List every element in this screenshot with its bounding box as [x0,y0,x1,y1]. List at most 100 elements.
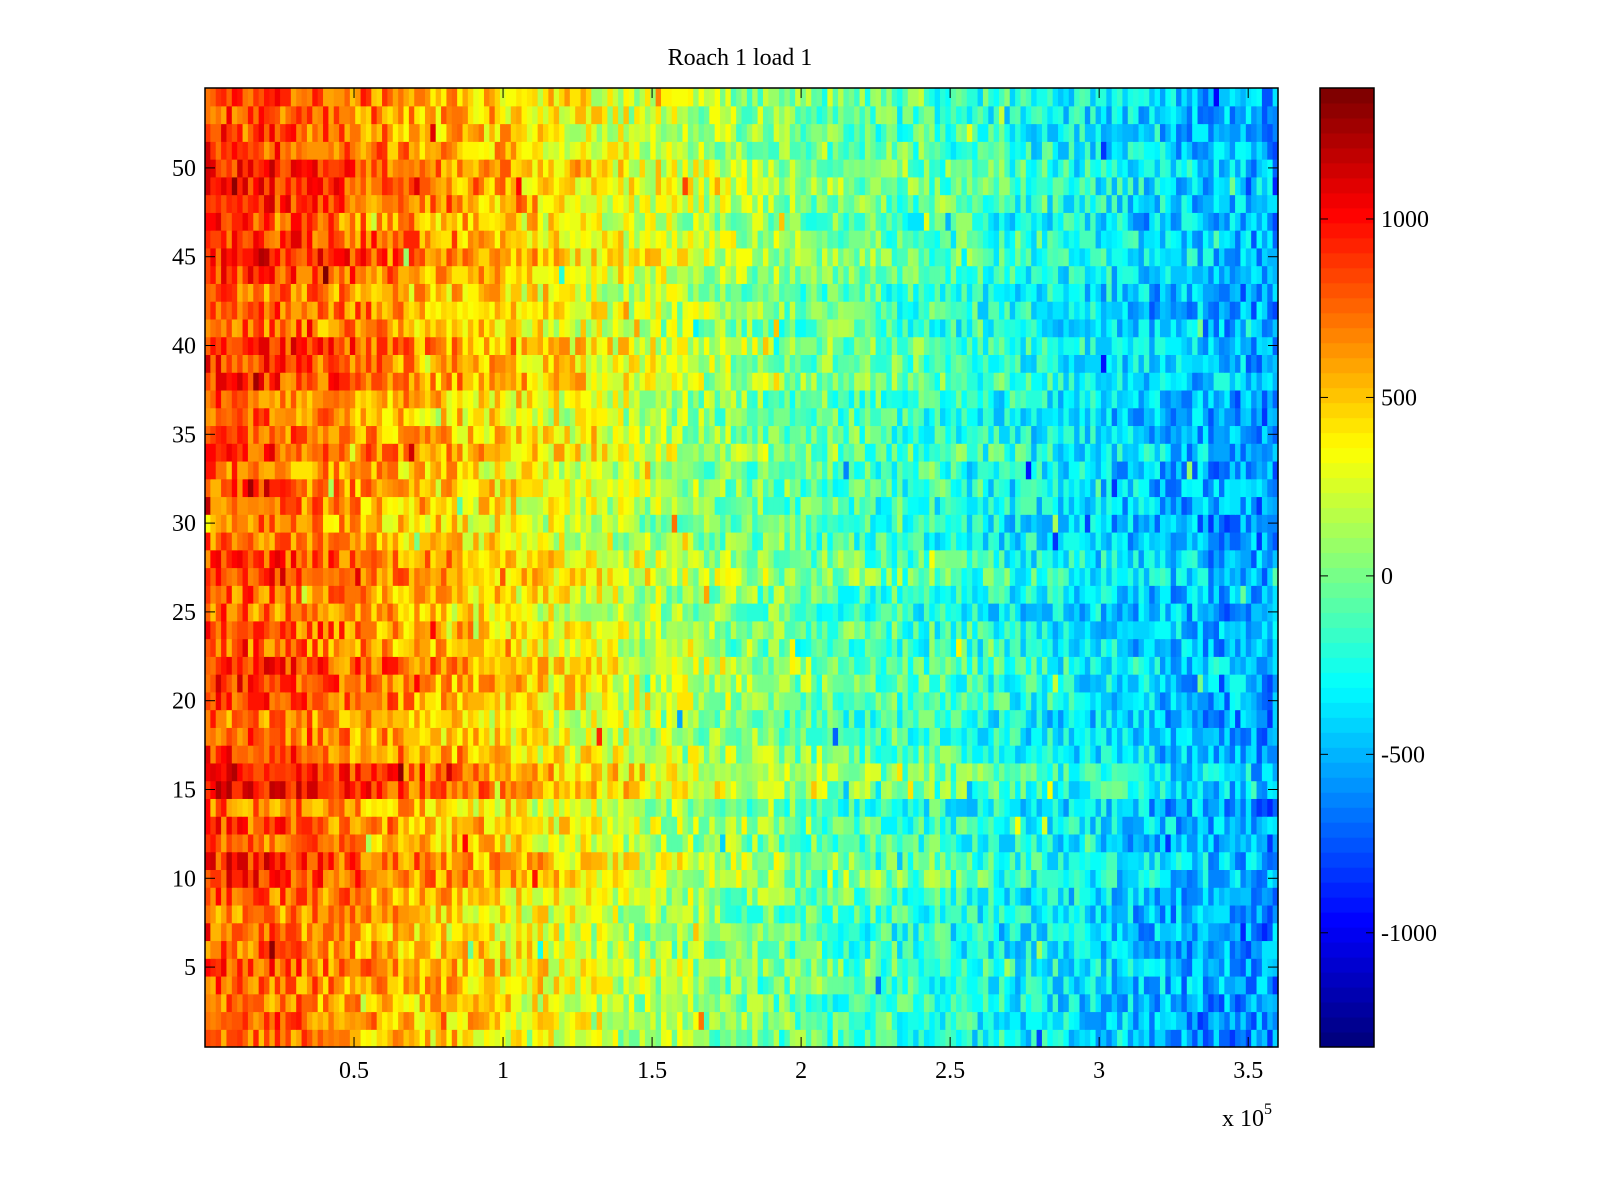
heatmap-cell [1058,993,1064,1013]
heatmap-cell [1106,620,1113,640]
heatmap-cell [607,993,614,1013]
heatmap-cell [993,780,1000,799]
heatmap-cell [1149,1029,1156,1048]
heatmap-cell [553,709,560,728]
heatmap-cell [1186,780,1193,799]
heatmap-cell [242,904,249,924]
heatmap-cell [585,674,592,693]
heatmap-cell [741,656,748,675]
heatmap-cell [1004,709,1011,728]
heatmap-cell [285,656,292,675]
heatmap-cell [1181,816,1188,835]
heatmap-cell [559,940,566,959]
heatmap-cell [1143,904,1150,924]
heatmap-cell [961,993,968,1013]
heatmap-cell [312,745,319,764]
heatmap-cell [1047,656,1054,675]
heatmap-cell [537,709,544,728]
heatmap-cell [1020,638,1027,657]
heatmap-cell [1100,816,1107,835]
heatmap-cell [285,833,292,853]
heatmap-cell [575,922,582,942]
heatmap-cell [982,922,989,942]
heatmap-cell [671,620,678,640]
heatmap-cell [972,691,979,711]
heatmap-cell [703,620,710,640]
heatmap-cell [1159,727,1166,746]
heatmap-cell [301,674,308,693]
heatmap-cell [424,816,431,835]
heatmap-cell [446,603,453,622]
heatmap-cell [956,904,963,924]
heatmap-cell [709,620,716,640]
heatmap-cell [913,762,920,782]
heatmap-cell [891,922,898,942]
heatmap-cell [516,780,523,799]
heatmap-cell [1251,798,1258,817]
heatmap-cell [827,869,834,888]
heatmap-cell [671,762,678,782]
heatmap-cell [473,904,480,924]
heatmap-cell [886,869,893,888]
heatmap-cell [779,887,786,906]
heatmap-cell [618,887,625,906]
heatmap-cell [666,656,673,675]
heatmap-cell [661,940,667,959]
heatmap-cell [859,851,866,871]
heatmap-cell [596,851,603,871]
heatmap-cell [591,674,598,693]
heatmap-cell [848,798,855,817]
heatmap-cell [510,958,517,977]
heatmap-cell [1058,798,1064,817]
heatmap-cell [1245,816,1252,835]
heatmap-cell [1181,656,1188,675]
heatmap-cell [1197,638,1204,657]
heatmap-cell [1154,869,1161,888]
heatmap-cell [290,745,297,764]
heatmap-cell [510,674,517,693]
heatmap-cell [741,762,748,782]
heatmap-cell [1202,798,1209,817]
heatmap-cell [1143,922,1150,942]
heatmap-cell [365,656,372,675]
heatmap-cell [226,958,233,977]
heatmap-cell [290,922,297,942]
heatmap-cell [591,603,598,622]
heatmap-cell [864,674,871,693]
heatmap-cell [940,816,946,835]
heatmap-cell [972,1029,979,1048]
heatmap-cell [403,869,410,888]
heatmap-cell [1229,762,1236,782]
heatmap-cell [1143,745,1150,764]
heatmap-cell [446,869,453,888]
heatmap-cell [1192,762,1199,782]
heatmap-cell [355,798,362,817]
heatmap-cell [875,1029,882,1048]
heatmap-cell [714,638,721,657]
heatmap-cell [1041,709,1048,728]
heatmap-cell [1009,620,1016,640]
heatmap-cell [339,1029,346,1048]
heatmap-cell [564,851,571,871]
heatmap-cell [1058,1029,1064,1048]
heatmap-cell [247,975,254,995]
heatmap-cell [1063,727,1070,746]
heatmap-cell [1245,922,1252,942]
heatmap-cell [478,745,485,764]
heatmap-cell [677,887,684,906]
heatmap-cell [634,904,641,924]
heatmap-cell [832,904,839,924]
heatmap-cell [451,993,458,1013]
heatmap-cell [1213,656,1220,675]
heatmap-cell [864,887,871,906]
heatmap-cell [1261,940,1268,959]
heatmap-cell [618,975,625,995]
heatmap-cell [832,709,839,728]
chart-title: Roach 1 load 1 [668,45,813,71]
heatmap-cell [457,887,464,906]
heatmap-cell [242,798,249,817]
heatmap-cell [832,940,839,959]
heatmap-cell [478,816,485,835]
heatmap-cell [521,762,528,782]
heatmap-cell [762,780,769,799]
